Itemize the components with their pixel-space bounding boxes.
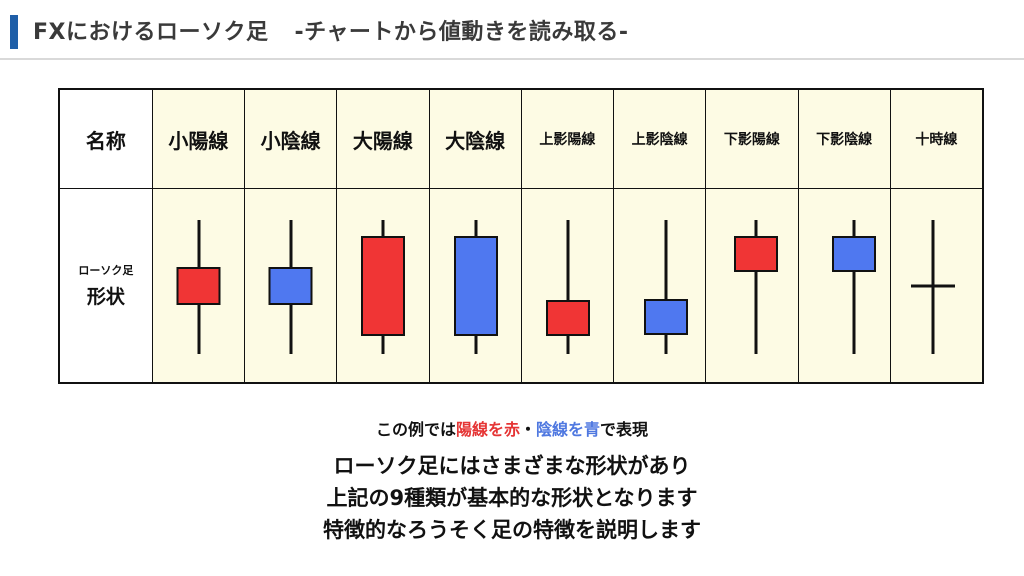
- candle-doji: [891, 188, 982, 382]
- column-upper-shadow-bullish: 上影陽線: [520, 90, 613, 382]
- candle-small-bearish: [245, 188, 336, 382]
- candlestick-table: 名称 ローソク足 形状 小陽線 小陰線: [58, 88, 984, 384]
- column-large-bullish: 大陽線: [336, 90, 429, 382]
- caption-yin: 陰線を青: [536, 420, 601, 439]
- caption-prefix: この例では: [375, 420, 456, 439]
- row-header-shape-line1: ローソク足: [78, 263, 134, 277]
- caption-dot: ・: [519, 420, 536, 439]
- page-subtitle: -チャートから値動きを読み取る-: [294, 20, 629, 45]
- color-legend-caption: この例では陽線を赤・陰線を青で表現: [0, 416, 1024, 440]
- column-label: 小陰線: [260, 128, 321, 153]
- column-small-bullish: 小陽線: [151, 90, 244, 382]
- table-row-divider: [60, 188, 982, 189]
- column-label: 上影陰線: [631, 132, 688, 148]
- column-label: 下影陰線: [816, 132, 873, 148]
- row-header-shape: ローソク足 形状: [60, 188, 152, 382]
- candle-lower-shadow-bullish: [706, 188, 797, 382]
- row-header-column: 名称 ローソク足 形状: [60, 90, 152, 382]
- row-header-name: 名称: [85, 128, 126, 153]
- caption-yang: 陽線を赤: [455, 420, 520, 439]
- column-lower-shadow-bullish: 下影陽線: [705, 90, 798, 382]
- column-upper-shadow-bearish: 上影陰線: [613, 90, 706, 382]
- column-lower-shadow-bearish: 下影陰線: [797, 90, 890, 382]
- column-label: 下影陽線: [723, 132, 780, 148]
- row-header-shape-line2: 形状: [86, 285, 125, 308]
- column-label: 大陽線: [352, 128, 413, 153]
- body-line-2: 上記の9種類が基本的な形状となります: [326, 486, 698, 510]
- candle-upper-shadow-bearish: [614, 188, 705, 382]
- column-label: 小陽線: [168, 128, 229, 153]
- column-large-bearish: 大陰線: [428, 90, 521, 382]
- column-label: 十時線: [915, 132, 958, 148]
- candle-large-bearish: [430, 188, 521, 382]
- column-doji: 十時線: [889, 90, 982, 382]
- body-line-1: ローソク足にはさまざまな形状があり: [333, 454, 691, 478]
- candle-lower-shadow-bearish: [799, 188, 890, 382]
- caption-suffix: で表現: [600, 420, 649, 439]
- column-label: 上影陽線: [539, 132, 596, 148]
- column-label: 大陰線: [445, 128, 506, 153]
- page-title-main: FXにおけるローソク足: [33, 20, 269, 45]
- header-accent-bar: [10, 15, 18, 49]
- page-title: FXにおけるローソク足 -チャートから値動きを読み取る-: [33, 14, 629, 46]
- column-small-bearish: 小陰線: [244, 90, 337, 382]
- candle-upper-shadow-bullish: [522, 188, 613, 382]
- page-header: FXにおけるローソク足 -チャートから値動きを読み取る-: [0, 0, 1024, 60]
- body-line-3: 特徴的なろうそく足の特徴を説明します: [323, 518, 701, 542]
- candle-large-bullish: [337, 188, 428, 382]
- candle-small-bullish: [153, 188, 244, 382]
